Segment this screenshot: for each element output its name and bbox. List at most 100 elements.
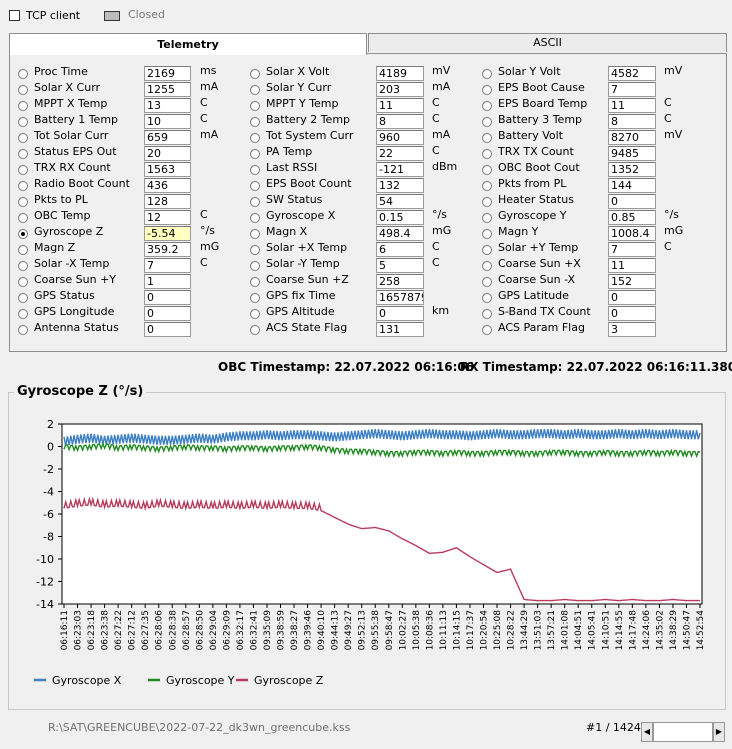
param-radio[interactable] bbox=[482, 197, 492, 207]
param-radio[interactable] bbox=[18, 197, 28, 207]
param-radio[interactable] bbox=[18, 117, 28, 127]
param-radio[interactable] bbox=[250, 117, 260, 127]
param-value: 6 bbox=[376, 242, 424, 257]
param-radio[interactable] bbox=[250, 197, 260, 207]
x-tick-label: 09:44:13 bbox=[331, 610, 341, 650]
param-radio[interactable] bbox=[18, 69, 28, 79]
param-label: EPS Boot Cause bbox=[498, 81, 585, 94]
param-radio[interactable] bbox=[482, 213, 492, 223]
series-line bbox=[63, 496, 700, 602]
param-value: 258 bbox=[376, 274, 424, 289]
param-value: 1563 bbox=[144, 162, 191, 177]
param-radio[interactable] bbox=[250, 213, 260, 223]
tab-telemetry-label: Telemetry bbox=[157, 38, 219, 51]
param-radio[interactable] bbox=[482, 101, 492, 111]
y-tick-label: -8 bbox=[43, 531, 54, 544]
scroll-right-button[interactable]: ▶ bbox=[713, 722, 725, 742]
param-radio[interactable] bbox=[250, 261, 260, 271]
param-label: TRX TX Count bbox=[498, 145, 574, 158]
param-radio[interactable] bbox=[250, 181, 260, 191]
param-radio[interactable] bbox=[482, 69, 492, 79]
param-value: 0 bbox=[608, 194, 656, 209]
param-radio[interactable] bbox=[250, 277, 260, 287]
x-tick-label: 06:27:12 bbox=[128, 610, 138, 650]
param-radio[interactable] bbox=[482, 149, 492, 159]
param-radio[interactable] bbox=[18, 229, 28, 239]
param-radio[interactable] bbox=[18, 245, 28, 255]
param-unit: dBm bbox=[432, 160, 458, 173]
param-label: Gyroscope Y bbox=[498, 209, 567, 222]
param-radio[interactable] bbox=[18, 261, 28, 271]
param-value: 1255 bbox=[144, 82, 191, 97]
param-label: GPS Longitude bbox=[34, 305, 115, 318]
chart-group bbox=[8, 392, 726, 710]
param-radio[interactable] bbox=[18, 293, 28, 303]
param-radio[interactable] bbox=[250, 229, 260, 239]
param-unit: km bbox=[432, 304, 450, 317]
param-value: 2169 bbox=[144, 66, 191, 81]
param-radio[interactable] bbox=[18, 101, 28, 111]
param-value: 1008.4 bbox=[608, 226, 656, 241]
param-radio[interactable] bbox=[482, 261, 492, 271]
x-tick-label: 09:55:38 bbox=[371, 610, 381, 651]
param-value: 4582 bbox=[608, 66, 656, 81]
param-radio[interactable] bbox=[482, 133, 492, 143]
param-radio[interactable] bbox=[482, 165, 492, 175]
param-radio[interactable] bbox=[18, 213, 28, 223]
param-radio[interactable] bbox=[250, 85, 260, 95]
file-path: R:\SAT\GREENCUBE\2022-07-22_dk3wn_greenc… bbox=[48, 721, 351, 734]
param-value: 960 bbox=[376, 130, 424, 145]
scroll-left-button[interactable]: ◀ bbox=[641, 722, 653, 742]
param-value: 436 bbox=[144, 178, 191, 193]
param-label: Magn X bbox=[266, 225, 308, 238]
param-radio[interactable] bbox=[18, 325, 28, 335]
param-radio[interactable] bbox=[250, 325, 260, 335]
param-value: 1352 bbox=[608, 162, 656, 177]
param-unit: C bbox=[200, 112, 208, 125]
param-label: GPS Altitude bbox=[266, 305, 335, 318]
param-radio[interactable] bbox=[250, 133, 260, 143]
param-radio[interactable] bbox=[250, 245, 260, 255]
param-radio[interactable] bbox=[18, 181, 28, 191]
param-radio[interactable] bbox=[250, 149, 260, 159]
param-radio[interactable] bbox=[250, 165, 260, 175]
record-scroll-track[interactable] bbox=[653, 722, 713, 742]
param-label: GPS Status bbox=[34, 289, 95, 302]
param-radio[interactable] bbox=[482, 245, 492, 255]
param-radio[interactable] bbox=[250, 309, 260, 319]
tab-telemetry[interactable]: Telemetry bbox=[9, 33, 367, 55]
param-radio[interactable] bbox=[18, 133, 28, 143]
tab-ascii[interactable]: ASCII bbox=[368, 33, 727, 52]
param-radio[interactable] bbox=[18, 149, 28, 159]
param-radio[interactable] bbox=[482, 181, 492, 191]
param-value: 54 bbox=[376, 194, 424, 209]
param-radio[interactable] bbox=[482, 309, 492, 319]
param-radio[interactable] bbox=[482, 85, 492, 95]
param-radio[interactable] bbox=[482, 293, 492, 303]
param-label: Battery 3 Temp bbox=[498, 113, 583, 126]
param-radio[interactable] bbox=[18, 85, 28, 95]
param-radio[interactable] bbox=[482, 229, 492, 239]
param-radio[interactable] bbox=[18, 277, 28, 287]
x-tick-label: 10:17:37 bbox=[466, 610, 476, 650]
param-radio[interactable] bbox=[250, 293, 260, 303]
param-label: Coarse Sun +Z bbox=[266, 273, 349, 286]
param-radio[interactable] bbox=[482, 277, 492, 287]
legend-label: Gyroscope Z bbox=[254, 674, 324, 687]
x-tick-label: 09:35:09 bbox=[263, 610, 273, 651]
param-radio[interactable] bbox=[250, 69, 260, 79]
param-radio[interactable] bbox=[482, 117, 492, 127]
param-radio[interactable] bbox=[18, 309, 28, 319]
x-tick-label: 14:50:47 bbox=[682, 610, 692, 650]
param-unit: °/s bbox=[432, 208, 447, 221]
param-label: Solar -Y Temp bbox=[266, 257, 340, 270]
tcp-client-checkbox[interactable] bbox=[9, 10, 20, 21]
param-label: EPS Boot Count bbox=[266, 177, 352, 190]
param-label: ACS Param Flag bbox=[498, 321, 585, 334]
param-radio[interactable] bbox=[482, 325, 492, 335]
param-label: Heater Status bbox=[498, 193, 574, 206]
param-radio[interactable] bbox=[250, 101, 260, 111]
param-radio[interactable] bbox=[18, 165, 28, 175]
x-tick-label: 06:29:09 bbox=[222, 610, 232, 651]
param-label: Proc Time bbox=[34, 65, 88, 78]
